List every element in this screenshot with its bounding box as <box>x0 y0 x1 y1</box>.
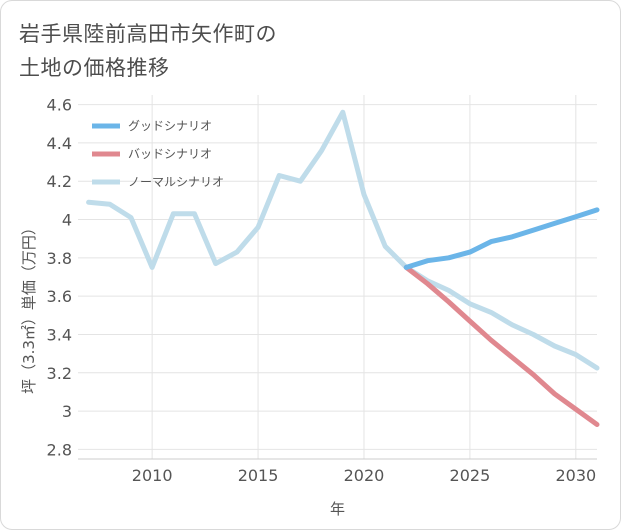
x-tick-label: 2030 <box>555 466 596 485</box>
y-axis-title: 坪（3.3㎡）単価（万円） <box>20 220 38 394</box>
legend-label: グッドシナリオ <box>128 119 212 133</box>
x-tick-label: 2010 <box>132 466 173 485</box>
y-tick-label: 3.4 <box>47 325 72 344</box>
y-tick-label: 4.4 <box>47 134 72 153</box>
legend-label: バッドシナリオ <box>128 147 212 161</box>
plot-area <box>78 95 597 459</box>
chart-title-line-1: 岩手県陸前高田市矢作町の <box>19 22 277 46</box>
y-tick-label: 4.2 <box>47 172 72 191</box>
x-tick-label: 2020 <box>344 466 385 485</box>
series-line-good <box>403 207 600 270</box>
series-group <box>86 109 600 427</box>
chart-title: 岩手県陸前高田市矢作町の 土地の価格推移 <box>19 17 439 85</box>
x-tick-label: 2025 <box>450 466 491 485</box>
y-tick-label: 3.2 <box>47 364 72 383</box>
y-tick-label: 4 <box>62 211 72 230</box>
series-line-normal <box>86 109 600 371</box>
series-line-bad <box>403 264 600 427</box>
y-tick-label: 3.6 <box>47 287 72 306</box>
y-tick-label: 3 <box>62 402 72 421</box>
chart-title-line-2: 土地の価格推移 <box>19 56 170 80</box>
x-tick-label: 2015 <box>238 466 279 485</box>
y-tick-label: 4.6 <box>47 96 72 115</box>
y-tick-label: 2.8 <box>47 440 72 459</box>
legend-label: ノーマルシナリオ <box>128 175 224 189</box>
y-tick-label: 3.8 <box>47 249 72 268</box>
x-axis-title: 年 <box>330 500 345 518</box>
